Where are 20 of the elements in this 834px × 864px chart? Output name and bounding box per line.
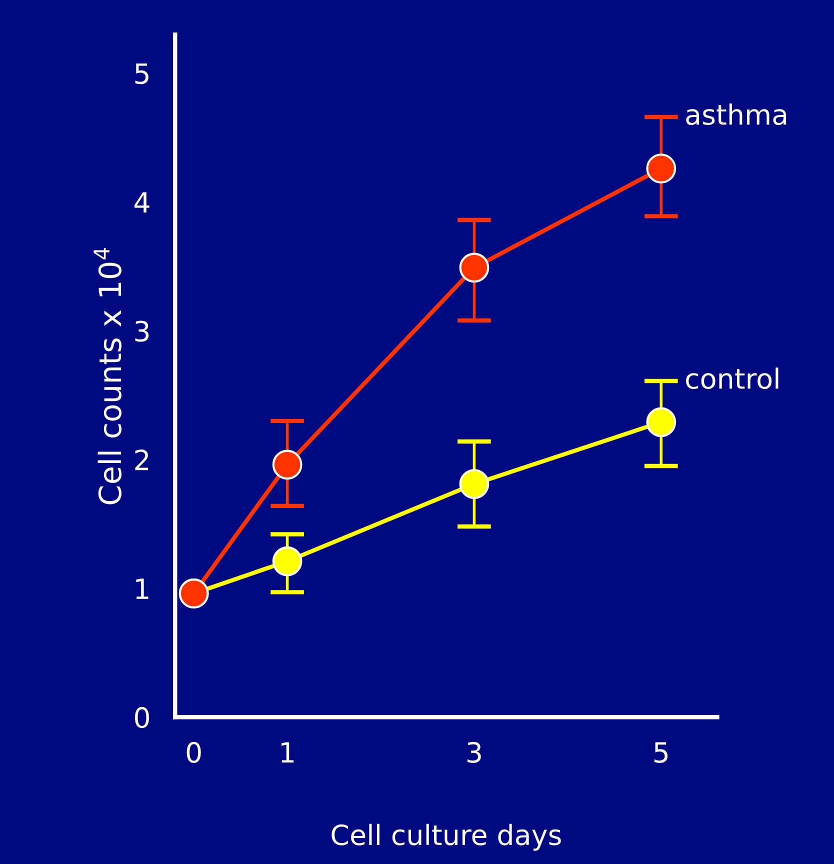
y-axis-title: Cell counts x 10$^{4}$ bbox=[94, 248, 122, 504]
point bbox=[646, 154, 676, 184]
point bbox=[459, 252, 490, 283]
x-axis-title: Cell culture days bbox=[332, 824, 561, 851]
series-label: control bbox=[686, 368, 778, 390]
y-tick-label: 1 bbox=[136, 578, 148, 599]
x-tick-label: 1 bbox=[282, 742, 294, 763]
y-tick-label: 0 bbox=[134, 707, 149, 728]
x-tick-label: 5 bbox=[654, 742, 668, 763]
series-label: asthma bbox=[686, 104, 786, 126]
y-tick-label: 5 bbox=[135, 63, 148, 84]
x-tick-label: 0 bbox=[186, 742, 201, 763]
y-tick-label: 3 bbox=[135, 320, 149, 342]
y-tick-label: 4 bbox=[134, 192, 150, 213]
point bbox=[646, 407, 676, 438]
y-tick-label: 2 bbox=[135, 449, 148, 470]
point bbox=[459, 469, 490, 499]
point bbox=[272, 546, 302, 576]
x-tick-label: 3 bbox=[468, 742, 481, 763]
point bbox=[272, 450, 302, 480]
